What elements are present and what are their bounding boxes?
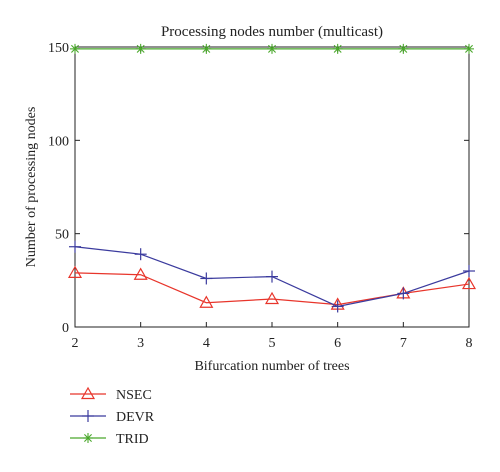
- data-point-devr: [134, 248, 147, 261]
- y-tick-label: 50: [55, 228, 69, 243]
- y-tick-label: 0: [62, 321, 69, 336]
- data-point-devr: [200, 272, 213, 285]
- y-axis-label: Number of processing nodes: [24, 107, 39, 268]
- asterisk-marker-d2: [136, 44, 145, 53]
- asterisk-marker-d2: [71, 44, 79, 53]
- asterisk-marker-d2: [202, 44, 211, 53]
- data-point-devr: [266, 270, 278, 283]
- legend-swatch-marker: [82, 410, 94, 422]
- asterisk-marker-d2: [268, 44, 276, 53]
- x-tick-label: 2: [72, 336, 79, 351]
- asterisk-marker-d2: [399, 44, 408, 53]
- legend-swatch-marker: [80, 386, 96, 400]
- x-tick-label: 6: [334, 336, 341, 351]
- plot-frame: [74, 46, 470, 328]
- data-point-trid: [135, 43, 146, 54]
- triangle-marker: [199, 295, 214, 308]
- data-point-devr: [69, 240, 81, 253]
- data-point-nsec: [461, 276, 477, 290]
- legend-item-trid: TRID: [70, 432, 149, 447]
- triangle-marker: [264, 291, 280, 305]
- y-tick-label: 150: [48, 41, 69, 56]
- data-point-trid: [70, 43, 80, 54]
- triangle-marker: [80, 386, 96, 400]
- asterisk-marker-d2: [84, 434, 92, 442]
- data-point-devr: [397, 287, 410, 300]
- x-axis: 2 3 4 5 6 7 8: [72, 47, 473, 351]
- x-tick-label: 3: [137, 336, 144, 351]
- data-point-nsec: [199, 295, 214, 308]
- data-point-nsec: [133, 267, 148, 280]
- asterisk-marker-d2: [333, 44, 342, 53]
- legend-item-devr: DEVR: [70, 410, 155, 425]
- data-point-nsec: [67, 265, 83, 278]
- series-layer: [67, 43, 477, 313]
- legend-swatch-marker: [83, 433, 93, 443]
- legend-label: DEVR: [116, 410, 155, 425]
- x-tick-label: 7: [400, 336, 407, 351]
- data-point-trid: [201, 43, 212, 54]
- data-point-trid: [464, 43, 474, 54]
- y-tick-label: 100: [48, 134, 69, 149]
- chart-title: Processing nodes number (multicast): [161, 24, 383, 40]
- x-axis-label: Bifurcation number of trees: [194, 359, 349, 374]
- triangle-marker: [67, 265, 83, 278]
- triangle-marker: [461, 276, 477, 290]
- y-axis: 0 50 100 150: [48, 41, 469, 336]
- data-point-trid: [398, 43, 409, 54]
- legend-label: TRID: [116, 432, 149, 447]
- legend-label: NSEC: [116, 388, 152, 403]
- data-point-nsec: [264, 291, 280, 305]
- x-tick-label: 5: [269, 336, 276, 351]
- x-tick-label: 8: [466, 336, 473, 351]
- data-point-trid: [332, 43, 343, 54]
- legend: NSEC DEVR TRID: [70, 386, 155, 447]
- data-point-trid: [267, 43, 277, 54]
- x-tick-label: 4: [203, 336, 210, 351]
- asterisk-marker-d2: [465, 44, 473, 53]
- data-point-devr: [331, 300, 344, 313]
- data-point-devr: [463, 265, 475, 277]
- triangle-marker: [133, 267, 148, 280]
- legend-item-nsec: NSEC: [70, 386, 152, 403]
